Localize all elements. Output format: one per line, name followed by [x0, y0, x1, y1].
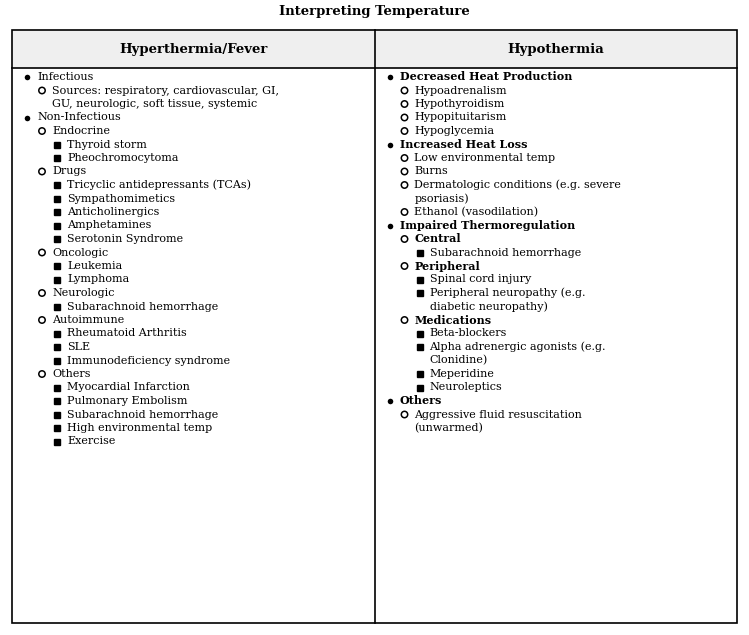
Text: Burns: Burns — [414, 166, 448, 177]
Text: Increased Heat Loss: Increased Heat Loss — [399, 139, 527, 150]
Bar — [54, 425, 60, 431]
Text: Alpha adrenergic agonists (e.g.: Alpha adrenergic agonists (e.g. — [429, 342, 606, 352]
Bar — [54, 236, 60, 242]
Text: Myocardial Infarction: Myocardial Infarction — [67, 382, 190, 392]
Text: diabetic neuropathy): diabetic neuropathy) — [429, 301, 548, 312]
Text: Leukemia: Leukemia — [67, 261, 122, 271]
Text: High environmental temp: High environmental temp — [67, 423, 212, 433]
Text: Pheochromocytoma: Pheochromocytoma — [67, 153, 178, 163]
Text: GU, neurologic, soft tissue, systemic: GU, neurologic, soft tissue, systemic — [52, 99, 257, 109]
Text: psoriasis): psoriasis) — [414, 193, 469, 204]
Text: Exercise: Exercise — [67, 436, 115, 446]
Text: Hypothyroidism: Hypothyroidism — [414, 99, 505, 109]
Text: Beta-blockers: Beta-blockers — [429, 328, 507, 338]
Text: (unwarmed): (unwarmed) — [414, 423, 483, 433]
Text: Hyperthermia/Fever: Hyperthermia/Fever — [119, 43, 267, 55]
Bar — [374, 30, 737, 68]
Text: Neuroleptics: Neuroleptics — [429, 382, 503, 392]
Bar — [416, 371, 422, 377]
Text: Others: Others — [399, 396, 442, 406]
Bar — [54, 276, 60, 283]
Text: Decreased Heat Production: Decreased Heat Production — [399, 72, 572, 83]
Text: Sources: respiratory, cardiovascular, GI,: Sources: respiratory, cardiovascular, GI… — [52, 86, 279, 95]
Text: Hypopituitarism: Hypopituitarism — [414, 112, 507, 123]
Text: Neurologic: Neurologic — [52, 288, 115, 298]
Text: Immunodeficiency syndrome: Immunodeficiency syndrome — [67, 356, 230, 366]
Bar — [416, 250, 422, 255]
Text: Non-Infectious: Non-Infectious — [37, 112, 121, 123]
Bar — [54, 330, 60, 337]
Text: Drugs: Drugs — [52, 166, 86, 177]
Bar — [54, 263, 60, 269]
Bar — [416, 290, 422, 296]
Text: Autoimmune: Autoimmune — [52, 315, 124, 325]
Bar — [416, 276, 422, 283]
Bar — [416, 330, 422, 337]
Bar — [54, 155, 60, 161]
Text: Oncologic: Oncologic — [52, 248, 109, 258]
Bar — [54, 439, 60, 444]
Text: Lymphoma: Lymphoma — [67, 274, 130, 284]
Bar — [416, 344, 422, 350]
Text: Subarachnoid hemorrhage: Subarachnoid hemorrhage — [67, 302, 218, 312]
Bar — [54, 196, 60, 201]
Text: Thyroid storm: Thyroid storm — [67, 140, 147, 149]
Bar — [12, 30, 374, 68]
Text: Endocrine: Endocrine — [52, 126, 110, 136]
Text: Ethanol (vasodilation): Ethanol (vasodilation) — [414, 207, 539, 217]
Bar — [54, 304, 60, 309]
Bar — [54, 222, 60, 229]
Text: Subarachnoid hemorrhage: Subarachnoid hemorrhage — [429, 248, 580, 258]
Text: Central: Central — [414, 234, 461, 244]
Text: Sympathomimetics: Sympathomimetics — [67, 194, 175, 203]
Bar — [54, 385, 60, 391]
Text: Spinal cord injury: Spinal cord injury — [429, 274, 531, 284]
Text: Peripheral neuropathy (e.g.: Peripheral neuropathy (e.g. — [429, 288, 585, 298]
Text: Impaired Thermoregulation: Impaired Thermoregulation — [399, 220, 574, 231]
Bar — [416, 385, 422, 391]
Text: Subarachnoid hemorrhage: Subarachnoid hemorrhage — [67, 410, 218, 420]
Text: Anticholinergics: Anticholinergics — [67, 207, 160, 217]
Text: Peripheral: Peripheral — [414, 260, 480, 272]
Bar — [54, 209, 60, 215]
Text: Hypoadrenalism: Hypoadrenalism — [414, 86, 507, 95]
Text: Dermatologic conditions (e.g. severe: Dermatologic conditions (e.g. severe — [414, 180, 622, 190]
Text: Interpreting Temperature: Interpreting Temperature — [279, 6, 470, 18]
Text: Rheumatoid Arthritis: Rheumatoid Arthritis — [67, 328, 187, 338]
Bar — [54, 411, 60, 417]
Text: Hypoglycemia: Hypoglycemia — [414, 126, 494, 136]
Text: Low environmental temp: Low environmental temp — [414, 153, 556, 163]
Text: Infectious: Infectious — [37, 72, 94, 82]
Bar — [54, 398, 60, 404]
Text: SLE: SLE — [67, 342, 90, 352]
Text: Amphetamines: Amphetamines — [67, 220, 151, 231]
Text: Meperidine: Meperidine — [429, 369, 494, 379]
Text: Hypothermia: Hypothermia — [507, 43, 604, 55]
Text: Others: Others — [52, 369, 91, 379]
Text: Clonidine): Clonidine) — [429, 356, 488, 366]
Text: Tricyclic antidepressants (TCAs): Tricyclic antidepressants (TCAs) — [67, 180, 251, 190]
Bar — [54, 344, 60, 350]
Bar — [54, 142, 60, 147]
Text: Aggressive fluid resuscitation: Aggressive fluid resuscitation — [414, 410, 583, 420]
Bar — [54, 358, 60, 363]
Bar — [54, 182, 60, 188]
Text: Medications: Medications — [414, 314, 491, 326]
Text: Pulmonary Embolism: Pulmonary Embolism — [67, 396, 187, 406]
Text: Serotonin Syndrome: Serotonin Syndrome — [67, 234, 183, 244]
